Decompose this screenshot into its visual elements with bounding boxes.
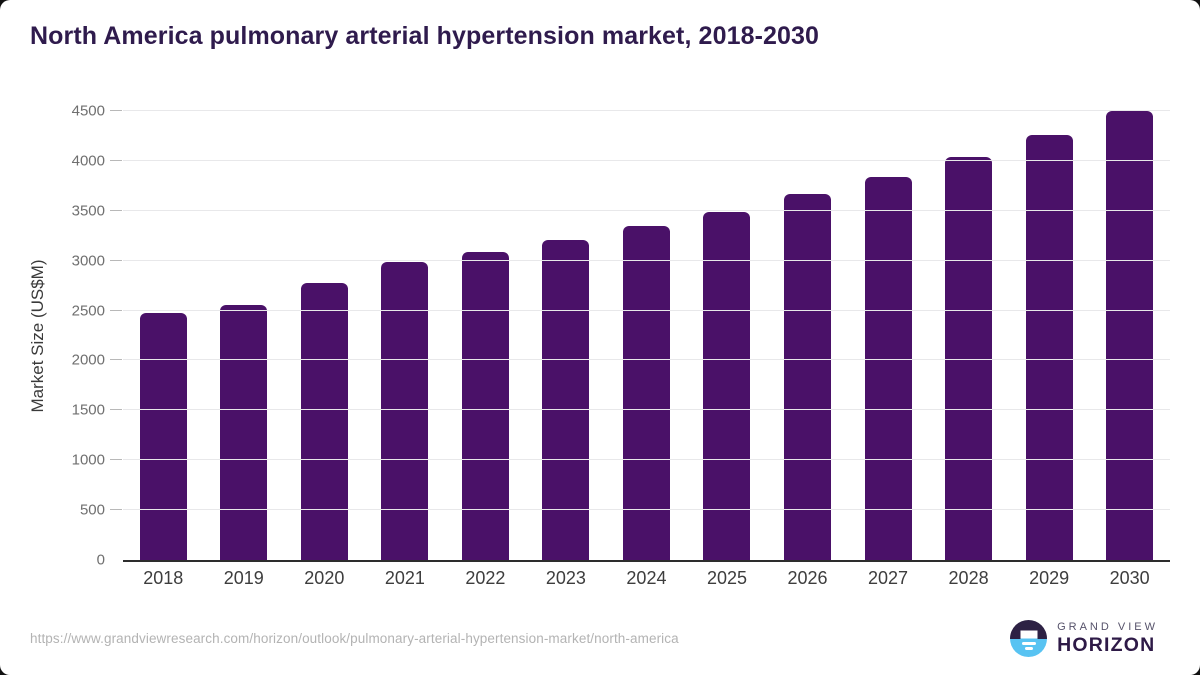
y-tick-label: 0 [96,551,105,569]
y-axis-tick-mark [110,209,122,211]
bar-2021 [381,262,429,560]
gridline [123,359,1170,361]
y-axis-tick-labels: 0 500 1000 1500 2000 2500 3000 3500 4000 4500 [0,103,105,569]
bar-2025 [703,211,751,560]
x-axis-tick-labels: 2018 2019 2020 2021 2022 2023 2024 2025 2026 2027… [123,568,1170,589]
source-url: https://www.grandviewresearch.com/horizo… [30,631,679,646]
bar-2030 [1106,111,1154,560]
y-axis-tick-mark [110,459,122,461]
bar-slot [365,111,446,560]
brand-logo: GRAND VIEW HORIZON [1010,620,1158,657]
bar-slot [284,111,365,560]
bar-slot [928,111,1009,560]
bar-2023 [542,239,590,560]
bar-2028 [945,156,993,560]
bar-2026 [784,194,832,560]
gridline [123,309,1170,311]
logo-text: GRAND VIEW HORIZON [1057,621,1158,657]
bar-slot [123,111,204,560]
y-axis-tick-mark [110,509,122,511]
bar-slot [687,111,768,560]
y-tick-label: 1500 [71,401,105,419]
sunrise-horizon-icon [1010,620,1048,657]
x-tick-label: 2021 [384,568,425,588]
y-tick-label: 3000 [71,252,105,270]
x-tick-label: 2028 [948,568,989,588]
bar-2018 [139,312,187,560]
gridline [123,459,1170,461]
x-tick-label: 2019 [223,568,264,588]
chart-title: North America pulmonary arterial hyperte… [30,22,820,50]
x-tick-label: 2026 [787,568,828,588]
y-axis-tick-mark [110,409,122,411]
logo-reflection-line-2 [1024,647,1033,650]
y-axis-tick-mark [110,159,122,161]
bar-slot [848,111,929,560]
x-tick-label: 2027 [868,568,909,588]
y-tick-label: 1000 [71,451,105,469]
logo-reflection-line-1 [1021,642,1036,645]
gridline [123,159,1170,161]
bar-slot [445,111,526,560]
bar-2027 [864,177,912,560]
bar-slot [526,111,607,560]
gridline [123,209,1170,211]
y-tick-label: 500 [79,501,105,519]
y-axis-tick-mark [110,359,122,361]
bar-2024 [622,225,670,560]
x-tick-label: 2029 [1029,568,1070,588]
y-tick-label: 4000 [71,152,105,170]
x-tick-label: 2023 [545,568,586,588]
x-tick-label: 2022 [465,568,506,588]
y-axis-tick-mark [110,110,122,111]
x-tick-label: 2025 [706,568,747,588]
gridline [123,409,1170,411]
bar-2020 [300,282,348,560]
y-tick-label: 2500 [71,302,105,320]
logo-text-horizon: HORIZON [1057,633,1156,656]
bars-row [123,111,1170,560]
gridline [123,110,1170,111]
logo-text-grand-view: GRAND VIEW [1057,620,1158,633]
x-tick-label: 2030 [1109,568,1150,588]
y-tick-label: 3500 [71,202,105,220]
x-tick-label: 2020 [304,568,345,588]
y-tick-label: 2000 [71,351,105,369]
bar-slot [1009,111,1090,560]
logo-sun-top [1020,630,1038,639]
bar-slot [767,111,848,560]
bar-2022 [461,251,509,560]
bar-slot [204,111,285,560]
x-tick-label: 2024 [626,568,667,588]
plot-area [110,110,1170,562]
y-tick-label: 4500 [71,102,105,120]
bar-slot [1089,111,1170,560]
y-axis-tick-mark [110,259,122,261]
x-tick-label: 2018 [143,568,184,588]
bar-2019 [220,305,268,560]
y-axis-tick-mark [110,309,122,311]
gridline [123,509,1170,511]
bar-slot [606,111,687,560]
gridline [123,259,1170,261]
bar-2029 [1025,135,1073,560]
logo-sky-half [1010,620,1048,639]
